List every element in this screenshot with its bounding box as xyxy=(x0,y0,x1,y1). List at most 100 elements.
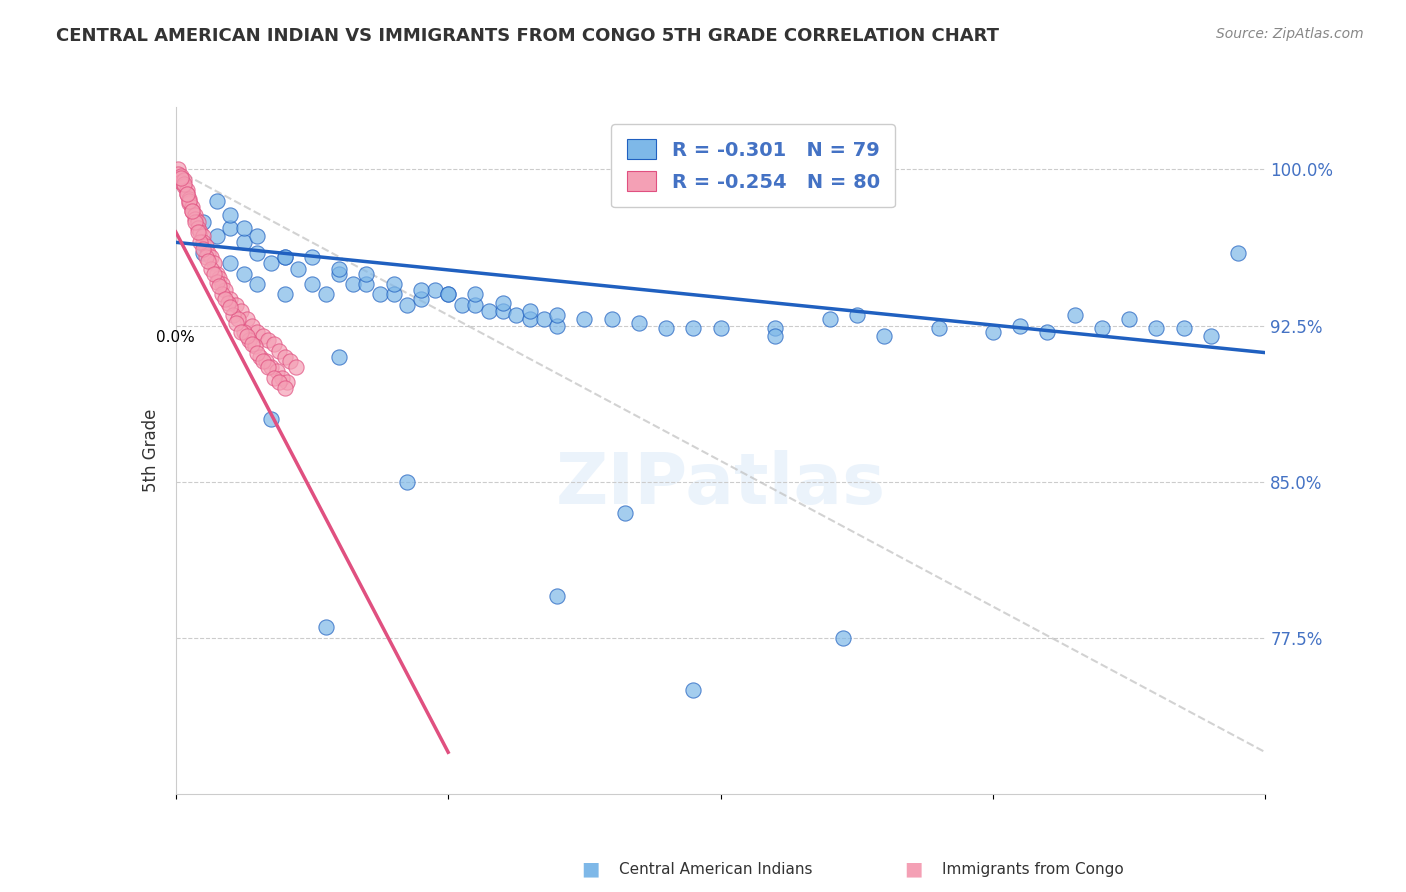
Point xyxy=(260,360,283,375)
Point xyxy=(181,200,204,214)
Point xyxy=(184,214,207,228)
Point xyxy=(173,173,195,187)
Point xyxy=(269,375,291,389)
Point xyxy=(252,329,274,343)
Point xyxy=(328,267,350,281)
Text: Immigrants from Congo: Immigrants from Congo xyxy=(942,863,1123,877)
Point xyxy=(191,214,214,228)
Point xyxy=(278,354,301,368)
Point xyxy=(232,325,254,339)
Point xyxy=(211,277,233,291)
Point xyxy=(214,283,236,297)
Point xyxy=(450,298,472,312)
Point xyxy=(254,354,277,368)
Point xyxy=(1144,320,1167,334)
Point xyxy=(437,287,460,301)
Point xyxy=(396,298,419,312)
Point xyxy=(219,256,242,270)
Point xyxy=(315,287,337,301)
Point xyxy=(274,381,297,395)
Point xyxy=(263,370,285,384)
Point xyxy=(315,620,337,634)
Point xyxy=(409,292,432,306)
Text: Source: ZipAtlas.com: Source: ZipAtlas.com xyxy=(1216,27,1364,41)
Point xyxy=(845,308,868,322)
Point xyxy=(274,250,297,264)
Point xyxy=(328,350,350,364)
Point xyxy=(368,287,391,301)
Point xyxy=(437,287,460,301)
Point xyxy=(232,267,254,281)
Point xyxy=(464,298,486,312)
Point xyxy=(202,256,225,270)
Point xyxy=(269,343,291,358)
Point xyxy=(246,345,269,359)
Point xyxy=(356,267,378,281)
Point xyxy=(519,312,541,326)
Text: Central American Indians: Central American Indians xyxy=(619,863,813,877)
Point xyxy=(208,270,231,285)
Point xyxy=(301,277,323,291)
Point xyxy=(249,350,271,364)
Point xyxy=(231,325,253,339)
Point xyxy=(533,312,555,326)
Point xyxy=(179,194,201,208)
Point xyxy=(266,364,288,378)
Point xyxy=(186,220,209,235)
Point xyxy=(1199,329,1222,343)
Point xyxy=(235,312,257,326)
Point xyxy=(260,412,283,426)
Point xyxy=(546,308,568,322)
Point xyxy=(225,317,247,331)
Point xyxy=(191,235,214,250)
Point xyxy=(176,183,198,197)
Point xyxy=(614,506,637,520)
Point xyxy=(191,229,214,244)
Point xyxy=(173,177,195,191)
Point xyxy=(191,245,214,260)
Text: ■: ■ xyxy=(581,859,600,878)
Point xyxy=(238,333,260,347)
Point xyxy=(1091,320,1114,334)
Point xyxy=(179,195,201,210)
Point xyxy=(219,292,242,306)
Point xyxy=(276,375,298,389)
Point xyxy=(243,339,266,353)
Point xyxy=(184,212,207,227)
Point xyxy=(194,250,217,264)
Point xyxy=(205,267,228,281)
Point xyxy=(328,262,350,277)
Point xyxy=(600,312,623,326)
Point xyxy=(170,170,193,185)
Point xyxy=(1063,308,1085,322)
Point xyxy=(682,320,704,334)
Point xyxy=(200,262,222,277)
Point xyxy=(246,325,269,339)
Point xyxy=(194,239,217,253)
Point xyxy=(492,304,515,318)
Point xyxy=(257,333,280,347)
Point xyxy=(179,192,201,206)
Point xyxy=(981,325,1004,339)
Point xyxy=(1227,245,1250,260)
Point xyxy=(382,287,405,301)
Point xyxy=(710,320,733,334)
Point xyxy=(356,277,378,291)
Point xyxy=(231,304,253,318)
Point xyxy=(222,308,245,322)
Point xyxy=(240,337,263,351)
Point xyxy=(176,187,198,202)
Point xyxy=(240,318,263,333)
Point xyxy=(184,208,207,222)
Point xyxy=(205,229,228,244)
Point xyxy=(396,475,419,489)
Point xyxy=(191,242,214,256)
Point xyxy=(409,283,432,297)
Point xyxy=(202,267,225,281)
Point xyxy=(205,194,228,208)
Point xyxy=(1010,318,1032,333)
Point xyxy=(186,214,209,228)
Point xyxy=(263,337,285,351)
Point xyxy=(219,300,242,314)
Point xyxy=(167,167,190,181)
